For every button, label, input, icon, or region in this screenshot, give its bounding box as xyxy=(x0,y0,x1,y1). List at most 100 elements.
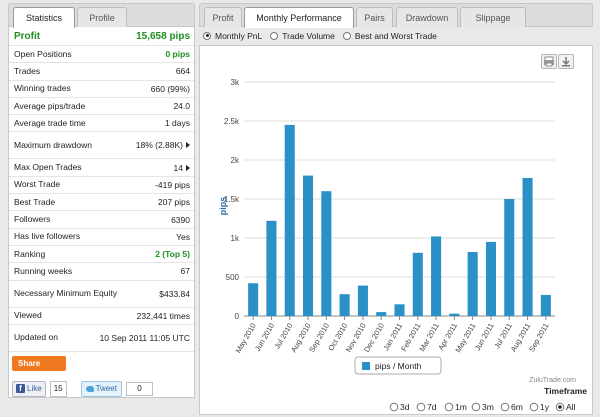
legend-label: pips / Month xyxy=(375,361,422,371)
stat-value: 18% (2.88K) xyxy=(135,140,183,151)
tweet-button[interactable]: Tweet xyxy=(80,380,122,397)
bar[interactable] xyxy=(302,175,314,316)
option-best-worst-trade[interactable]: Best and Worst Trade xyxy=(342,30,437,41)
radio-icon xyxy=(471,402,481,412)
stat-row: Trades 664 xyxy=(9,63,194,81)
radio-icon xyxy=(342,31,351,40)
stat-value: 0 pips xyxy=(165,49,190,60)
stat-row: Open Positions 0 pips xyxy=(9,46,194,64)
y-tick-label: 0 xyxy=(235,312,240,321)
stat-label: Viewed xyxy=(14,310,42,321)
tab-pairs[interactable]: Pairs xyxy=(356,7,393,27)
stat-value: 664 xyxy=(175,66,190,77)
tab-profile[interactable]: Profile xyxy=(77,7,127,27)
y-axis-label: pips xyxy=(218,197,228,216)
radio-icon xyxy=(529,402,539,412)
radio-icon xyxy=(500,402,510,412)
expand-arrow-icon[interactable] xyxy=(186,142,190,149)
bar[interactable] xyxy=(504,199,515,316)
bar[interactable] xyxy=(248,283,259,316)
bar[interactable] xyxy=(485,241,497,316)
tweet-count: 0 xyxy=(125,381,153,396)
tab-slippage[interactable]: Slippage xyxy=(460,7,526,27)
stat-label: Maximum drawdown xyxy=(14,139,92,150)
tab-drawdown[interactable]: Drawdown xyxy=(396,7,458,27)
print-chart-button[interactable] xyxy=(541,54,557,69)
timeframe-option[interactable]: 3d xyxy=(389,402,410,412)
stat-value: 232,441 times xyxy=(136,310,190,321)
bar[interactable] xyxy=(394,304,405,316)
bar[interactable] xyxy=(357,285,368,316)
radio-dot xyxy=(558,405,562,409)
option-label: Trade Volume xyxy=(282,30,335,41)
y-tick-label: 2k xyxy=(231,156,240,165)
stat-value: 207 pips xyxy=(157,197,190,208)
stat-value: 67 xyxy=(180,266,190,277)
bar[interactable] xyxy=(522,177,533,316)
stat-label: Trades xyxy=(14,65,41,76)
timeframe-label: 1y xyxy=(540,402,550,412)
bar[interactable] xyxy=(321,191,332,316)
performance-panel: Profit Monthly Performance Pairs Drawdow… xyxy=(199,3,593,417)
stat-label: Max Open Trades xyxy=(14,162,82,173)
timeframe-option[interactable]: 6m xyxy=(500,402,523,412)
timeframe-option[interactable]: All xyxy=(555,402,576,412)
tweet-label: Tweet xyxy=(95,384,117,394)
share-button[interactable]: Share xyxy=(12,355,66,371)
download-chart-button[interactable] xyxy=(558,54,574,69)
bar[interactable] xyxy=(412,252,423,316)
stat-row: Ranking 2 (Top 5) xyxy=(9,246,194,264)
timeframe-option[interactable]: 1y xyxy=(529,402,550,412)
chart-credit: ZuluTrade.com xyxy=(529,377,576,384)
stat-value: 1 days xyxy=(164,118,190,129)
right-tab-bar: Profit Monthly Performance Pairs Drawdow… xyxy=(199,3,593,28)
stat-value: 660 (99%) xyxy=(150,83,190,94)
stat-value: 10 Sep 2011 11:05 UTC xyxy=(99,332,190,343)
option-monthly-pnl[interactable]: Monthly PnL xyxy=(203,31,262,41)
stat-row: Has live followers Yes xyxy=(9,229,194,246)
bar[interactable] xyxy=(540,294,551,316)
tab-statistics[interactable]: Statistics xyxy=(13,7,75,28)
option-trade-volume[interactable]: Trade Volume xyxy=(270,31,335,41)
timeframe-label: 7d xyxy=(427,402,437,412)
bar[interactable] xyxy=(284,124,295,317)
stat-row[interactable]: Maximum drawdown 18% (2.88K) xyxy=(9,132,194,160)
timeframe-label: 6m xyxy=(511,402,523,412)
bar[interactable] xyxy=(431,236,442,316)
radio-icon xyxy=(270,31,279,40)
timeframe-options: 3d 7d 1m 3m 6m 1y All xyxy=(389,402,576,412)
facebook-like-button[interactable]: f Like xyxy=(12,380,46,397)
stat-row[interactable]: Max Open Trades 14 xyxy=(9,159,194,177)
like-label: Like xyxy=(27,384,42,394)
bar[interactable] xyxy=(339,294,350,316)
bar[interactable] xyxy=(266,220,277,316)
radio-icon xyxy=(444,402,454,412)
stat-row: Average trade time 1 days xyxy=(9,115,194,133)
stat-row: Winning trades 660 (99%) xyxy=(9,81,194,98)
timeframe-label: All xyxy=(566,402,576,412)
timeframe-option[interactable]: 3m xyxy=(471,402,494,412)
stat-label: Running weeks xyxy=(14,265,73,276)
tab-profit[interactable]: Profit xyxy=(204,7,242,27)
chart-legend: pips / Month xyxy=(354,356,442,375)
stat-value: Yes xyxy=(176,231,190,242)
download-icon xyxy=(562,57,570,67)
timeframe-option[interactable]: 1m xyxy=(444,402,467,412)
bar[interactable] xyxy=(467,252,478,316)
stat-label: Worst Trade xyxy=(14,179,61,190)
timeframe-option[interactable]: 7d xyxy=(416,402,437,412)
option-label: Best and Worst Trade xyxy=(354,30,437,41)
facebook-icon: f xyxy=(16,384,25,394)
stat-label: Followers xyxy=(14,214,51,225)
social-buttons: f Like 15 Tweet 0 xyxy=(12,380,191,397)
printer-icon xyxy=(544,56,554,67)
chart-type-options: Monthly PnL Trade Volume Best and Worst … xyxy=(199,27,593,44)
stat-value: 6390 xyxy=(171,214,190,225)
expand-arrow-icon[interactable] xyxy=(186,164,190,171)
bar[interactable] xyxy=(449,313,460,316)
radio-icon xyxy=(389,402,399,412)
tab-monthly-performance[interactable]: Monthly Performance xyxy=(244,7,354,28)
stat-row: Updated on 10 Sep 2011 11:05 UTC xyxy=(9,325,194,352)
bar[interactable] xyxy=(376,312,387,316)
